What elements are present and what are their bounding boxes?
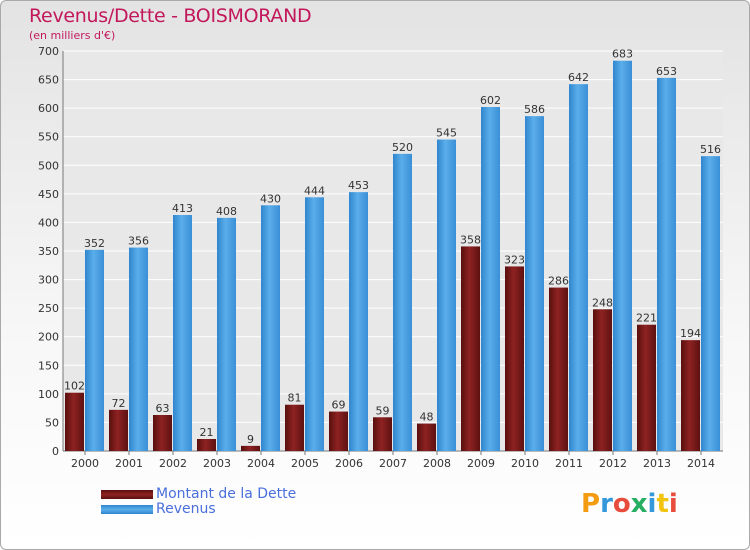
x-tick-label: 2007 xyxy=(379,457,407,470)
data-label-revenue: 516 xyxy=(700,143,721,156)
x-tick-label: 2011 xyxy=(555,457,583,470)
x-tick-label: 2014 xyxy=(687,457,715,470)
bar-debt xyxy=(417,423,436,451)
bar-debt xyxy=(637,324,656,451)
data-label-revenue: 520 xyxy=(392,141,413,154)
chart-title: Revenus/Dette - BOISMORAND xyxy=(29,5,312,27)
y-tick-label: 700 xyxy=(38,45,59,58)
data-label-debt: 59 xyxy=(376,404,390,417)
data-label-revenue: 545 xyxy=(436,127,457,140)
y-tick-label: 600 xyxy=(38,102,59,115)
data-label-debt: 9 xyxy=(247,433,254,446)
y-tick-label: 500 xyxy=(38,159,59,172)
x-tick-label: 2002 xyxy=(159,457,187,470)
y-tick-label: 550 xyxy=(38,131,59,144)
bar-revenue xyxy=(217,217,236,451)
bar-debt xyxy=(549,287,568,451)
y-tick-label: 0 xyxy=(52,445,59,458)
x-tick-label: 2008 xyxy=(423,457,451,470)
bar-revenue xyxy=(349,192,368,451)
data-label-debt: 248 xyxy=(592,296,613,309)
data-label-debt: 81 xyxy=(288,392,302,405)
x-tick-label: 2000 xyxy=(71,457,99,470)
x-tick-label: 2001 xyxy=(115,457,143,470)
data-label-debt: 48 xyxy=(420,411,434,424)
proxiti-logo: Proxiti xyxy=(581,489,678,519)
data-label-debt: 21 xyxy=(200,426,214,439)
x-tick-label: 2004 xyxy=(247,457,275,470)
data-label-debt: 323 xyxy=(504,253,525,266)
x-tick-label: 2009 xyxy=(467,457,495,470)
bar-revenue xyxy=(85,249,104,451)
bar-revenue xyxy=(481,107,500,451)
bar-debt xyxy=(681,340,700,451)
x-tick-label: 2012 xyxy=(599,457,627,470)
data-label-revenue: 352 xyxy=(84,237,105,250)
data-label-debt: 221 xyxy=(636,312,657,325)
bar-revenue xyxy=(437,139,456,452)
data-label-debt: 63 xyxy=(156,402,170,415)
data-label-revenue: 413 xyxy=(172,202,193,215)
legend-label-revenue: Revenus xyxy=(156,501,216,517)
bar-debt xyxy=(285,404,304,451)
data-label-revenue: 453 xyxy=(348,179,369,192)
x-tick-label: 2006 xyxy=(335,457,363,470)
bar-debt xyxy=(329,411,348,451)
y-tick-label: 350 xyxy=(38,245,59,258)
bar-revenue xyxy=(305,197,324,451)
data-label-debt: 72 xyxy=(112,397,126,410)
y-tick-label: 200 xyxy=(38,331,59,344)
data-label-revenue: 683 xyxy=(612,48,633,61)
bar-revenue xyxy=(525,116,544,452)
bar-revenue xyxy=(393,153,412,451)
legend-swatch-revenue xyxy=(101,505,153,514)
y-tick-label: 300 xyxy=(38,274,59,287)
bar-revenue xyxy=(173,215,192,451)
legend-label-debt: Montant de la Dette xyxy=(156,486,297,502)
bar-revenue xyxy=(657,77,676,451)
y-tick-label: 250 xyxy=(38,302,59,315)
data-label-revenue: 444 xyxy=(304,184,325,197)
x-tick-label: 2005 xyxy=(291,457,319,470)
chart-subtitle: (en milliers d'€) xyxy=(29,29,116,42)
x-tick-label: 2003 xyxy=(203,457,231,470)
bar-debt xyxy=(241,445,260,451)
data-label-debt: 102 xyxy=(64,380,85,393)
data-label-revenue: 586 xyxy=(524,103,545,116)
y-tick-label: 150 xyxy=(38,359,59,372)
data-label-revenue: 653 xyxy=(656,65,677,78)
bar-debt xyxy=(153,415,172,451)
bar-revenue xyxy=(261,205,280,451)
bar-debt xyxy=(65,392,84,451)
data-label-debt: 69 xyxy=(332,399,346,412)
x-tick-label: 2013 xyxy=(643,457,671,470)
data-label-revenue: 642 xyxy=(568,71,589,84)
y-tick-label: 100 xyxy=(38,388,59,401)
bar-debt xyxy=(109,409,128,451)
data-label-revenue: 408 xyxy=(216,205,237,218)
data-label-revenue: 602 xyxy=(480,94,501,107)
bar-debt xyxy=(505,266,524,451)
bar-revenue xyxy=(569,84,588,452)
data-label-revenue: 430 xyxy=(260,192,281,205)
bar-debt xyxy=(593,309,612,451)
bar-revenue xyxy=(613,60,632,451)
bar-debt xyxy=(461,246,480,451)
bar-revenue xyxy=(701,156,720,451)
y-tick-label: 450 xyxy=(38,188,59,201)
legend-swatch-debt xyxy=(101,490,153,499)
y-tick-label: 400 xyxy=(38,216,59,229)
x-tick-label: 2010 xyxy=(511,457,539,470)
bar-revenue xyxy=(129,247,148,451)
data-label-debt: 358 xyxy=(460,233,481,246)
bar-debt xyxy=(373,417,392,451)
data-label-revenue: 356 xyxy=(128,235,149,248)
data-label-debt: 286 xyxy=(548,275,569,288)
bar-debt xyxy=(197,439,216,451)
y-tick-label: 650 xyxy=(38,74,59,87)
y-tick-label: 50 xyxy=(45,416,59,429)
data-label-debt: 194 xyxy=(680,327,701,340)
